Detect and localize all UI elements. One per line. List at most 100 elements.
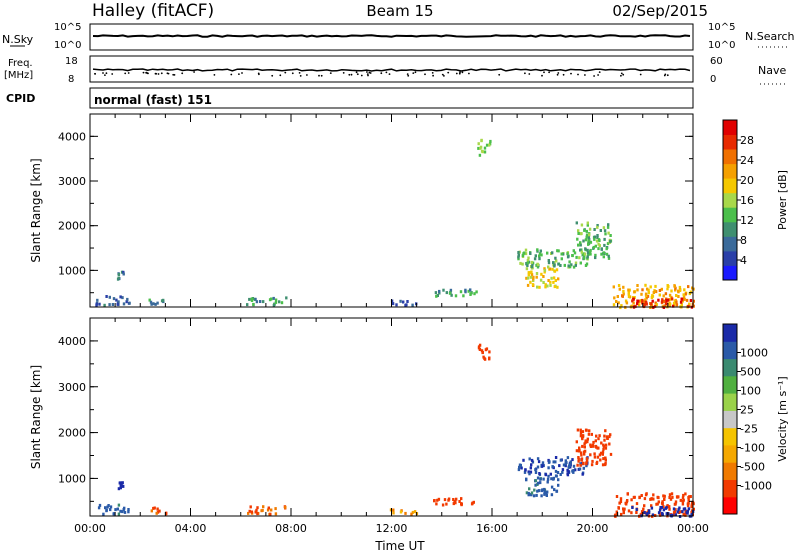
- echo-cell: [554, 256, 557, 260]
- echo-cell: [575, 449, 579, 453]
- echo-cell: [104, 506, 107, 510]
- echo-cell: [583, 442, 586, 446]
- nave-dot: [447, 71, 450, 74]
- echo-cell: [402, 300, 405, 304]
- echo-cell: [530, 491, 534, 495]
- echo-cell: [579, 243, 582, 247]
- echo-cell: [581, 444, 584, 448]
- echo-cell: [622, 285, 625, 289]
- echo-cell: [643, 511, 646, 514]
- echo-cell: [643, 303, 646, 307]
- nave-dots: [94, 71, 669, 77]
- echo-cell: [650, 302, 653, 306]
- echo-cell: [596, 225, 599, 229]
- echo-cell: [274, 512, 278, 516]
- echo-cell: [530, 260, 533, 264]
- echo-cell: [660, 287, 663, 291]
- echo-cell: [454, 294, 458, 298]
- echo-cell: [150, 302, 153, 306]
- colorbar-swatch: [723, 134, 737, 150]
- echo-cell: [550, 276, 553, 280]
- echo-cell: [278, 300, 281, 304]
- echo-cell: [662, 299, 666, 303]
- echo-cell: [590, 463, 594, 467]
- echo-cell: [255, 300, 259, 304]
- echo-cell: [522, 252, 525, 256]
- echo-cell: [284, 505, 287, 509]
- echo-cell: [548, 460, 551, 464]
- colorbar-tick-label: -500: [740, 461, 765, 474]
- echo-cell: [578, 449, 581, 453]
- echo-cell: [534, 468, 537, 472]
- nsearch-tick-top: 10^5: [708, 22, 735, 33]
- echo-cell: [627, 288, 630, 292]
- echo-cell: [531, 263, 534, 267]
- echo-cell: [268, 298, 272, 302]
- echo-cell: [604, 458, 607, 462]
- nave-dot: [147, 72, 149, 75]
- cpid-mode: normal (fast) 151: [94, 93, 212, 107]
- echo-cell: [636, 288, 639, 292]
- echo-cell: [604, 446, 608, 450]
- echo-cell: [556, 471, 560, 474]
- echo-cell: [654, 301, 657, 305]
- echo-cell: [683, 512, 687, 516]
- echo-cell: [552, 276, 556, 280]
- echo-cell: [579, 232, 582, 236]
- echo-cell: [250, 297, 253, 301]
- echo-cell: [631, 299, 634, 303]
- nave-dot: [380, 72, 383, 75]
- echo-cell: [606, 436, 609, 440]
- echo-cell: [592, 440, 595, 444]
- echo-cell: [661, 298, 664, 302]
- echo-cell: [543, 270, 546, 274]
- echo-cell: [680, 303, 683, 307]
- echo-cell: [552, 476, 555, 480]
- echo-cell: [411, 510, 415, 514]
- echo-cell: [553, 285, 556, 289]
- echo-cell: [543, 490, 546, 494]
- colorbar-label: Power [dB]: [776, 170, 789, 230]
- echo-cell: [534, 479, 537, 483]
- echo-cell: [558, 464, 561, 468]
- echo-cell: [587, 235, 591, 238]
- echo-cell: [114, 508, 117, 512]
- echo-cell: [160, 299, 164, 303]
- echo-cell: [649, 497, 652, 501]
- echo-cell: [618, 287, 621, 291]
- echo-cell: [549, 472, 552, 476]
- echo-cell: [617, 506, 620, 510]
- echo-cell: [98, 302, 101, 306]
- echo-cell: [622, 292, 625, 296]
- echo-cell: [583, 252, 587, 256]
- echo-cell: [577, 457, 580, 461]
- echo-cell: [272, 296, 275, 300]
- nave-dot: [320, 74, 323, 77]
- echo-cell: [646, 294, 650, 298]
- echo-cell: [632, 301, 635, 305]
- echo-cell: [578, 467, 582, 471]
- echo-cell: [666, 284, 669, 287]
- echo-cell: [621, 294, 624, 298]
- echo-cell: [635, 511, 638, 514]
- echo-cell: [609, 234, 612, 237]
- echo-cell: [539, 477, 542, 481]
- echo-cell: [272, 303, 276, 307]
- x-tick-label: 08:00: [275, 522, 307, 535]
- echo-cell: [576, 428, 580, 432]
- date-title: 02/Sep/2015: [612, 2, 708, 20]
- colorbar-swatch: [723, 410, 737, 429]
- x-tick-label: 12:00: [376, 522, 408, 535]
- nave-dot: [360, 74, 363, 77]
- echo-cell: [523, 470, 527, 474]
- nave-dot: [366, 71, 368, 73]
- echo-cell: [391, 302, 395, 306]
- echo-cell: [577, 243, 580, 247]
- echo-cell: [585, 464, 588, 468]
- echo-cell: [554, 279, 557, 282]
- nave-dot: [366, 73, 369, 75]
- nave-dot: [593, 75, 595, 77]
- echo-cell: [576, 463, 579, 467]
- colorbar-swatch: [723, 265, 737, 281]
- echo-cell: [538, 257, 541, 261]
